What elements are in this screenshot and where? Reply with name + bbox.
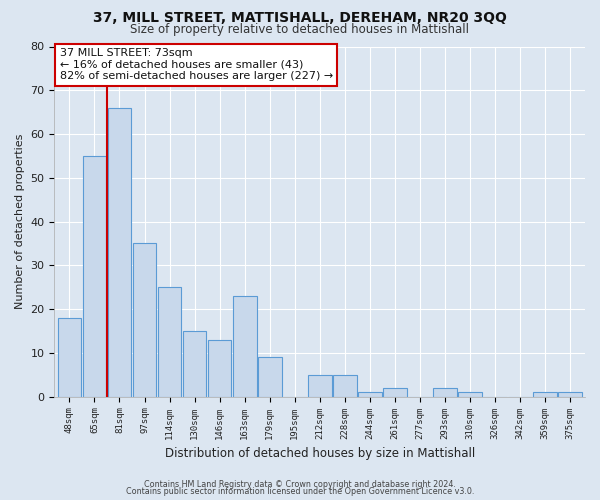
- Bar: [158, 288, 181, 397]
- Bar: [133, 244, 157, 396]
- Text: Contains public sector information licensed under the Open Government Licence v3: Contains public sector information licen…: [126, 487, 474, 496]
- Bar: [358, 392, 382, 396]
- Bar: [533, 392, 557, 396]
- Y-axis label: Number of detached properties: Number of detached properties: [15, 134, 25, 310]
- Bar: [58, 318, 82, 396]
- Text: 37 MILL STREET: 73sqm
← 16% of detached houses are smaller (43)
82% of semi-deta: 37 MILL STREET: 73sqm ← 16% of detached …: [60, 48, 333, 82]
- Bar: [182, 331, 206, 396]
- Bar: [233, 296, 257, 396]
- Bar: [308, 375, 332, 396]
- Bar: [258, 358, 281, 397]
- Bar: [333, 375, 356, 396]
- Bar: [83, 156, 106, 396]
- Bar: [107, 108, 131, 397]
- Bar: [208, 340, 232, 396]
- Bar: [458, 392, 482, 396]
- Bar: [433, 388, 457, 396]
- Bar: [558, 392, 582, 396]
- Text: Size of property relative to detached houses in Mattishall: Size of property relative to detached ho…: [131, 22, 470, 36]
- X-axis label: Distribution of detached houses by size in Mattishall: Distribution of detached houses by size …: [164, 447, 475, 460]
- Text: Contains HM Land Registry data © Crown copyright and database right 2024.: Contains HM Land Registry data © Crown c…: [144, 480, 456, 489]
- Text: 37, MILL STREET, MATTISHALL, DEREHAM, NR20 3QQ: 37, MILL STREET, MATTISHALL, DEREHAM, NR…: [93, 11, 507, 25]
- Bar: [383, 388, 407, 396]
